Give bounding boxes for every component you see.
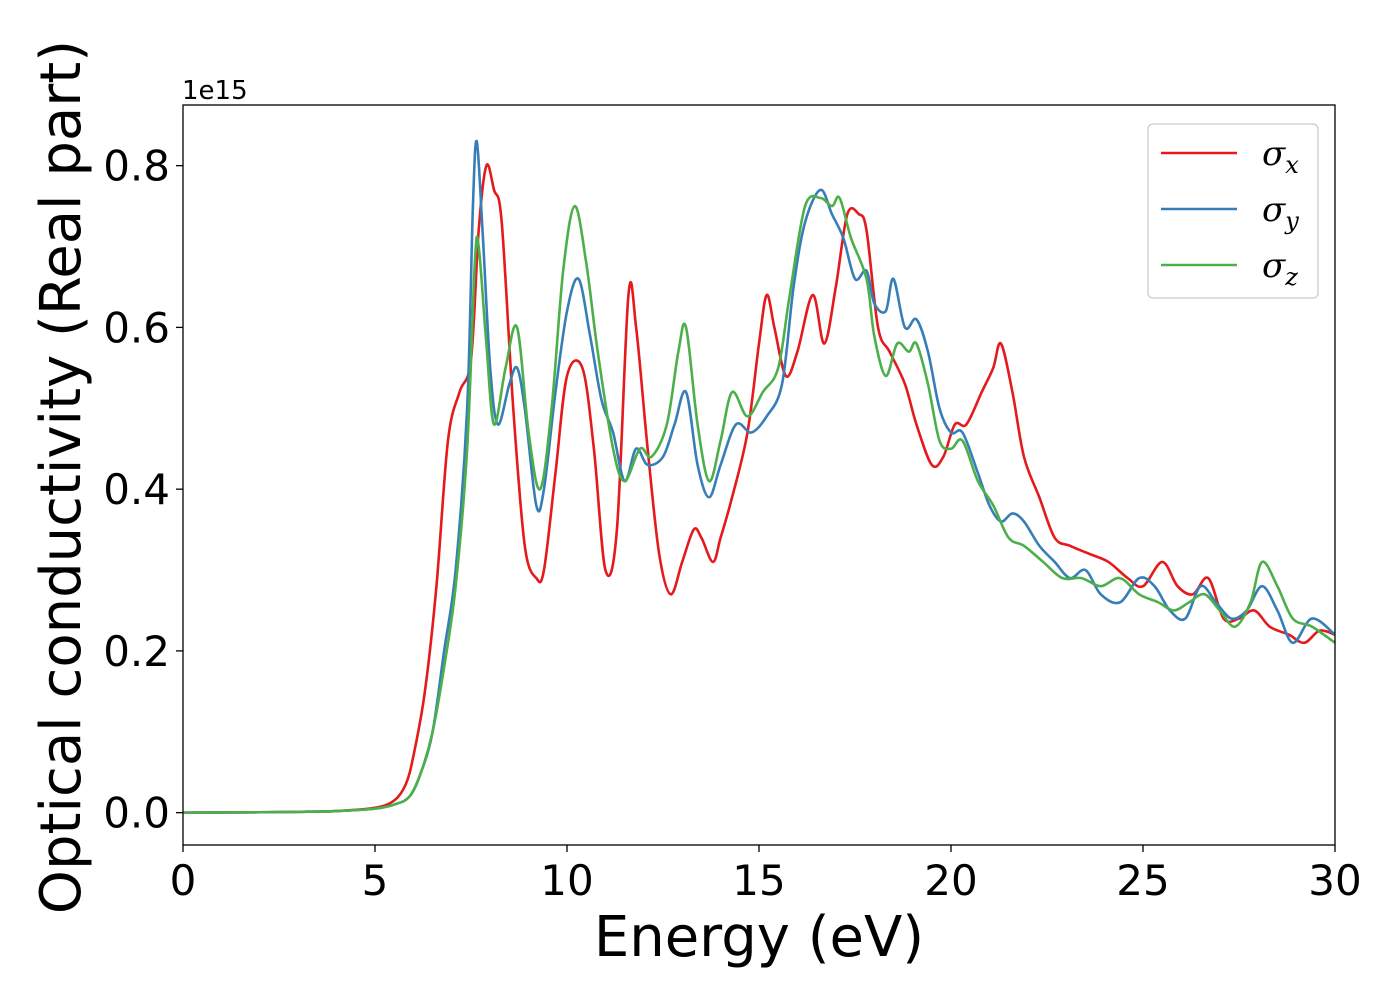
x-tick-label: 15 (732, 856, 785, 905)
plot-lines (183, 139, 1335, 814)
y-tick-label: 0.2 (103, 627, 170, 676)
x-tick-label: 30 (1308, 856, 1361, 905)
x-tick-label: 10 (540, 856, 593, 905)
y-tick-label: 0.0 (103, 789, 170, 838)
legend-label-y: σy (1262, 190, 1299, 235)
series-line-y (183, 139, 1335, 814)
plot-frame (182, 104, 1336, 846)
y-axis-title: Optical conductivity (Real part) (29, 40, 94, 914)
legend: σx σy σz (1147, 123, 1319, 299)
x-ticks: 0 5 10 15 20 25 30 (170, 845, 1362, 905)
y-tick-label: 0.8 (103, 142, 170, 191)
y-tick-label: 0.6 (103, 303, 170, 352)
y-offset-label: 1e15 (182, 76, 248, 106)
x-tick-label: 0 (170, 856, 197, 905)
y-ticks: 0.0 0.2 0.4 0.6 0.8 (103, 142, 183, 838)
legend-label-z: σz (1262, 246, 1298, 291)
x-tick-label: 20 (924, 856, 977, 905)
x-axis-title: Energy (eV) (594, 905, 924, 970)
legend-label-x: σx (1262, 134, 1299, 179)
series-line-z (183, 194, 1335, 814)
x-tick-label: 25 (1116, 856, 1169, 905)
legend-box (1147, 123, 1319, 299)
x-tick-label: 5 (362, 856, 389, 905)
y-tick-label: 0.4 (103, 465, 170, 514)
